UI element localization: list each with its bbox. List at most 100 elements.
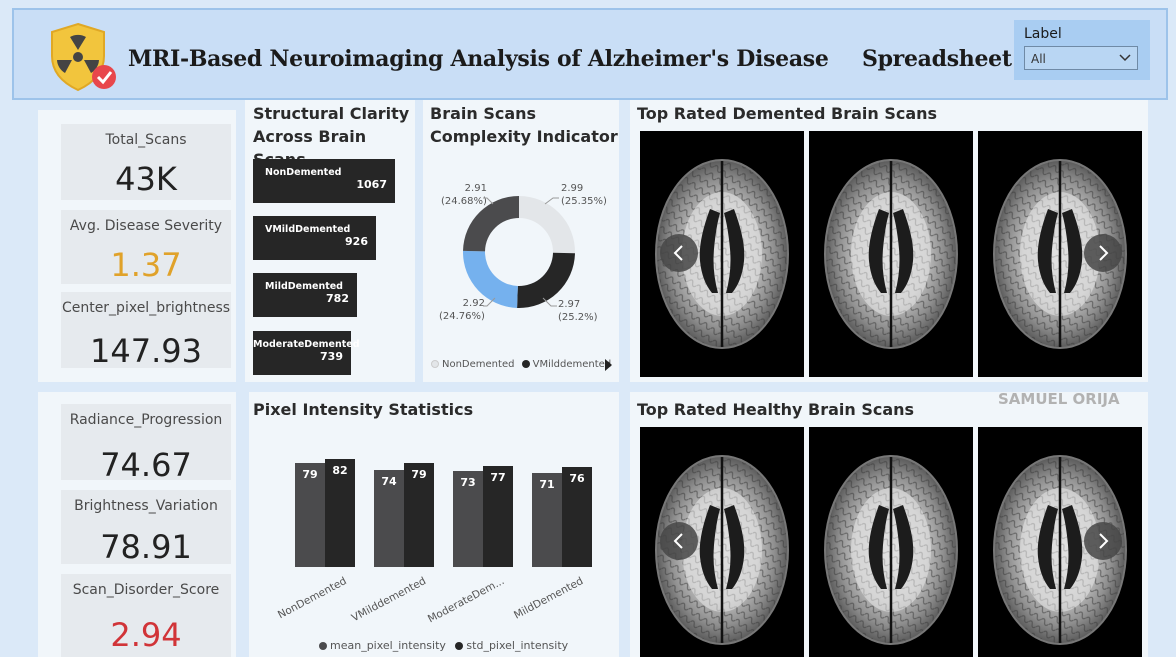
bar-value-label: 71 <box>539 478 555 491</box>
hbar-vmilddemented[interactable]: VMildDemented 926 <box>253 216 376 260</box>
donut-legend: NonDemented VMilddemented <box>431 359 611 370</box>
kpi-value: 1.37 <box>110 246 182 284</box>
kpi-label: Brightness_Variation <box>74 498 218 514</box>
healthy-gallery-panel: Top Rated Healthy Brain Scans <box>630 392 1148 657</box>
bar-value-label: 79 <box>411 468 427 481</box>
vbar-std-pixel-intensity[interactable] <box>404 463 434 567</box>
legend-swatch <box>431 360 439 368</box>
legend-item: std_pixel_intensity <box>466 639 569 652</box>
gallery-title: Top Rated Healthy Brain Scans <box>637 400 915 419</box>
structural-clarity-panel: Structural Clarity Across Brain Scans No… <box>245 100 415 382</box>
kpi-panel-bottom: Radiance_Progression 74.67 Brightness_Va… <box>38 392 236 657</box>
brain-scan-image <box>809 427 973 657</box>
donut-slice[interactable] <box>463 250 518 308</box>
complexity-donut-chart <box>463 196 575 308</box>
kpi-value: 78.91 <box>100 528 192 566</box>
bar-value-label: 926 <box>345 235 368 248</box>
donut-label-nondemented: 2.99 (25.35%) <box>561 183 607 207</box>
legend-item: NonDemented <box>442 359 515 370</box>
label-filter: Label All <box>1014 20 1150 80</box>
gallery-next-button[interactable] <box>1084 522 1122 560</box>
donut-label-slice3: 2.92 (24.76%) <box>439 298 485 322</box>
kpi-card-total-scans: Total_Scans 43K <box>61 124 231 200</box>
kpi-card-radiance: Radiance_Progression 74.67 <box>61 404 231 484</box>
vbar-std-pixel-intensity[interactable] <box>483 466 513 567</box>
page-title: MRI-Based Neuroimaging Analysis of Alzhe… <box>128 46 829 72</box>
vbar-std-pixel-intensity[interactable] <box>325 459 355 567</box>
bar-value-label: 782 <box>326 292 349 305</box>
donut-label-slice4: 2.91 (24.68%) <box>441 183 487 207</box>
kpi-label: Total_Scans <box>105 132 187 148</box>
pixel-legend: mean_pixel_intensity std_pixel_intensity <box>319 639 568 652</box>
chart-title: Brain Scans Complexity Indicator <box>430 104 618 146</box>
bar-category-label: ModerateDemented <box>253 339 360 350</box>
donut-slice[interactable] <box>519 196 575 254</box>
bar-value-label: 76 <box>569 472 585 485</box>
kpi-label: Scan_Disorder_Score <box>72 582 220 598</box>
chart-title: Pixel Intensity Statistics <box>253 400 474 419</box>
donut-leader-lines <box>483 197 559 307</box>
gallery-prev-button[interactable] <box>660 522 698 560</box>
pixel-intensity-panel: Pixel Intensity Statistics 79 82 NonDement… <box>249 392 619 657</box>
hbar-nondemented[interactable]: NonDemented 1067 <box>253 159 395 203</box>
kpi-label: Avg. Disease Severity <box>69 218 223 234</box>
hbar-moderatedemented[interactable]: ModerateDemented 739 <box>253 331 360 375</box>
x-tick-label: NonDemented <box>275 575 349 622</box>
vbar-std-pixel-intensity[interactable] <box>562 467 592 567</box>
kpi-value: 147.93 <box>90 332 202 370</box>
gallery-title: Top Rated Demented Brain Scans <box>637 104 938 123</box>
author-watermark: SAMUEL ORIJA <box>998 390 1120 408</box>
bar-value-label: 82 <box>332 464 348 477</box>
chevron-right-icon <box>1099 245 1109 261</box>
bar-value-label: 79 <box>302 468 318 481</box>
bar-category-label: NonDemented <box>265 167 342 178</box>
kpi-card-brightness-variation: Brightness_Variation 78.91 <box>61 490 231 566</box>
bar-value-label: 739 <box>320 350 343 363</box>
hbar-milddemented[interactable]: MildDemented 782 <box>253 273 357 317</box>
donut-slice[interactable] <box>517 252 575 308</box>
x-tick-label: ModerateDem... <box>426 575 507 626</box>
kpi-value: 43K <box>115 160 177 198</box>
spreadsheet-link[interactable]: Spreadsheet <box>862 46 1012 72</box>
kpi-panel-top: Total_Scans 43K Avg. Disease Severity 1.… <box>38 110 236 382</box>
legend-swatch <box>521 360 530 368</box>
donut-slice[interactable] <box>463 196 519 252</box>
kpi-label: Center_pixel_brightness <box>61 300 231 316</box>
kpi-card-center-brightness: Center_pixel_brightness 147.93 <box>61 292 231 370</box>
chevron-left-icon <box>673 245 683 261</box>
bar-value-label: 74 <box>381 475 397 488</box>
radiation-shield-check-icon <box>51 22 116 92</box>
legend-swatch <box>455 642 464 650</box>
filter-label: Label <box>1024 26 1062 42</box>
chevron-left-icon <box>673 533 683 549</box>
chevron-right-icon <box>1099 533 1109 549</box>
bar-value-label: 77 <box>490 471 506 484</box>
chevron-down-icon <box>1119 54 1131 62</box>
label-filter-dropdown[interactable]: All <box>1024 46 1138 70</box>
gallery-prev-button[interactable] <box>660 234 698 272</box>
x-tick-label: VMilddemented <box>349 575 428 625</box>
kpi-card-avg-severity: Avg. Disease Severity 1.37 <box>61 210 231 284</box>
bar-category-label: VMildDemented <box>265 224 351 235</box>
x-tick-label: MildDemented <box>512 575 586 622</box>
bar-value-label: 1067 <box>356 178 387 191</box>
legend-swatch <box>319 642 327 650</box>
kpi-card-disorder-score: Scan_Disorder_Score 2.94 <box>61 574 231 657</box>
donut-label-vmild: 2.97 (25.2%) <box>558 299 598 323</box>
legend-item: VMilddemented <box>532 359 612 370</box>
brain-scan-image <box>809 131 973 377</box>
vbar-mean-pixel-intensity[interactable] <box>295 463 325 567</box>
bar-category-label: MildDemented <box>265 281 343 292</box>
vbar-mean-pixel-intensity[interactable] <box>374 470 404 567</box>
dashboard-header: MRI-Based Neuroimaging Analysis of Alzhe… <box>12 8 1168 100</box>
kpi-label: Radiance_Progression <box>69 412 223 428</box>
complexity-donut-panel: Brain Scans Complexity Indicator 2.99 (25… <box>423 100 619 382</box>
legend-item: mean_pixel_intensity <box>330 639 446 652</box>
kpi-value: 74.67 <box>100 446 192 484</box>
gallery-next-button[interactable] <box>1084 234 1122 272</box>
vbar-mean-pixel-intensity[interactable] <box>453 471 483 567</box>
vbar-mean-pixel-intensity[interactable] <box>532 473 562 567</box>
demented-gallery-panel: Top Rated Demented Brain Scans <box>630 100 1148 382</box>
filter-selected-value: All <box>1031 52 1046 66</box>
legend-next-arrow-icon[interactable] <box>603 358 613 372</box>
